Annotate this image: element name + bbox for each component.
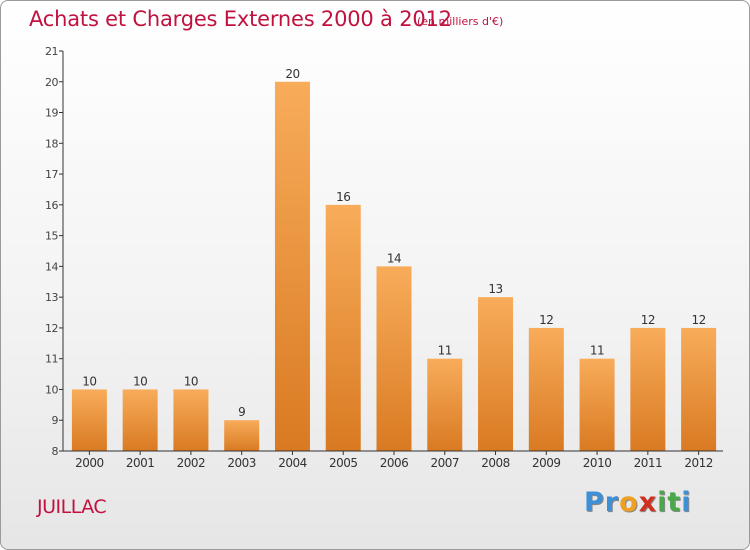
logo-letter: o — [619, 487, 639, 518]
x-tick-label: 2006 — [380, 456, 409, 470]
x-tick-label: 2012 — [684, 456, 713, 470]
y-tick-label: 8 — [52, 445, 59, 458]
x-tick-label: 2009 — [532, 456, 561, 470]
y-tick-label: 18 — [45, 137, 58, 150]
bar — [681, 327, 717, 451]
data-label: 9 — [238, 405, 245, 419]
bar — [630, 327, 666, 451]
data-label: 14 — [387, 251, 401, 265]
data-label: 10 — [133, 374, 147, 388]
y-tick-label: 14 — [45, 260, 58, 273]
y-tick-label: 17 — [45, 168, 58, 181]
bar — [427, 358, 463, 451]
logo-letter: i — [657, 487, 668, 518]
logo-letter: P — [584, 487, 605, 518]
x-tick-label: 2001 — [126, 456, 155, 470]
bar — [376, 266, 412, 451]
data-label: 11 — [438, 344, 452, 358]
bar — [122, 389, 158, 451]
x-tick-label: 2005 — [329, 456, 358, 470]
y-axis: 8 9 10 11 12 13 14 15 16 17 18 19 20 21 — [45, 45, 64, 458]
bar — [579, 358, 615, 451]
bar — [325, 204, 361, 451]
logo-letter: i — [681, 487, 692, 518]
x-tick-label: 2011 — [634, 456, 663, 470]
x-tick-label: 2007 — [430, 456, 459, 470]
y-tick-label: 21 — [45, 45, 58, 58]
x-tick-label: 2010 — [583, 456, 612, 470]
data-label: 13 — [488, 282, 502, 296]
bar — [173, 389, 209, 451]
data-label: 16 — [336, 190, 350, 204]
bar — [528, 327, 564, 451]
chart-title: Achats et Charges Externes 2000 à 2012 — [29, 7, 452, 31]
bar — [274, 81, 310, 452]
x-tick-label: 2002 — [177, 456, 206, 470]
logo-letter: t — [667, 487, 682, 518]
bar — [224, 420, 260, 451]
y-tick-label: 19 — [45, 107, 58, 120]
x-axis: 2000 2001 2002 2003 2004 2005 2006 2007 2008 2009… — [63, 450, 723, 470]
bar — [478, 297, 514, 451]
data-label: 12 — [641, 313, 655, 327]
place-name: JUILLAC — [37, 496, 107, 518]
y-tick-label: 10 — [45, 383, 58, 396]
x-tick-label: 2000 — [75, 456, 104, 470]
chart-subtitle: (en milliers d'€) — [417, 15, 504, 28]
data-label: 10 — [184, 374, 198, 388]
bars: 10 10 10 9 20 16 14 11 13 12 11 12 12 — [71, 67, 717, 452]
bar — [71, 389, 107, 451]
data-label: 10 — [82, 374, 96, 388]
y-tick-label: 20 — [45, 76, 58, 89]
logo-letter: x — [638, 487, 658, 518]
y-tick-label: 16 — [45, 199, 58, 212]
y-tick-label: 11 — [45, 353, 58, 366]
data-label: 11 — [590, 344, 604, 358]
x-tick-label: 2004 — [278, 456, 307, 470]
y-tick-label: 15 — [45, 230, 58, 243]
data-label: 20 — [285, 67, 299, 81]
data-label: 12 — [539, 313, 553, 327]
x-tick-label: 2003 — [227, 456, 256, 470]
y-tick-label: 13 — [45, 291, 58, 304]
y-tick-label: 12 — [45, 322, 58, 335]
logo-letter: r — [604, 487, 620, 518]
x-tick-label: 2008 — [481, 456, 510, 470]
proxiti-logo: Proxiti — [584, 487, 692, 518]
y-tick-label: 9 — [52, 414, 59, 427]
data-label: 12 — [691, 313, 705, 327]
